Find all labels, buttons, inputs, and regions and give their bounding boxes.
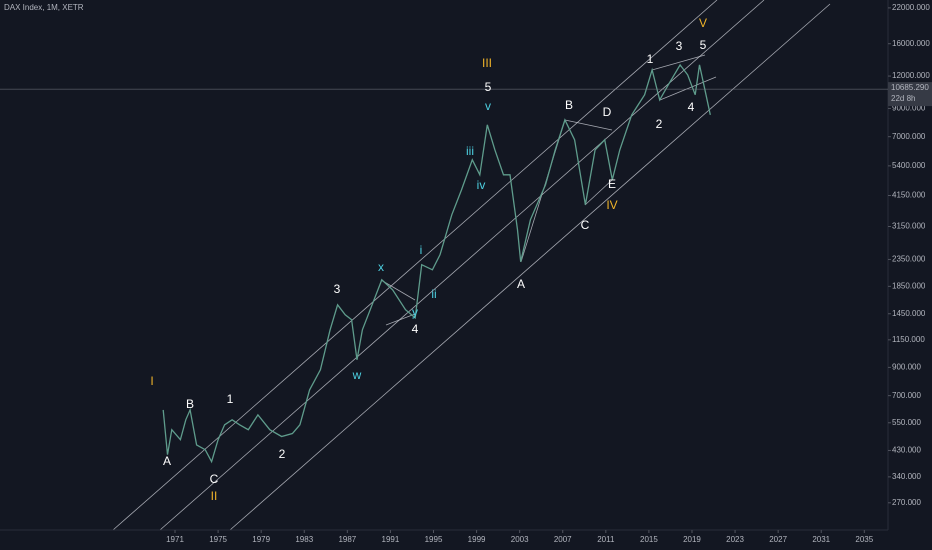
y-tick-label: 9000.000: [892, 104, 926, 113]
x-tick-label: 1975: [209, 535, 227, 544]
y-tick-label: 4150.000: [892, 191, 926, 200]
wave-label: I: [150, 374, 153, 388]
wave-label: 3: [334, 282, 341, 296]
pattern-line: [564, 119, 613, 131]
countdown-label: 22d 8h: [891, 94, 915, 103]
wave-label: v: [485, 99, 491, 113]
wave-label: 4: [688, 100, 695, 114]
wave-label: 2: [656, 117, 663, 131]
wave-label: B: [565, 98, 573, 112]
wave-label: II: [211, 489, 218, 503]
wave-label: IV: [606, 198, 617, 212]
wave-label: i: [420, 243, 423, 257]
wave-label: V: [699, 16, 707, 30]
y-tick-label: 3150.000: [892, 222, 926, 231]
x-tick-label: 2015: [640, 535, 658, 544]
wave-label: 1: [647, 52, 654, 66]
y-tick-label: 900.000: [892, 363, 921, 372]
last-price-label: 10685.290: [891, 83, 929, 92]
wave-label: iii: [466, 144, 474, 158]
y-tick-label: 700.000: [892, 391, 921, 400]
y-tick-label: 550.000: [892, 418, 921, 427]
y-tick-label: 340.000: [892, 472, 921, 481]
wave-label: ii: [431, 287, 436, 301]
wave-label: iv: [477, 178, 486, 192]
x-tick-label: 1983: [295, 535, 313, 544]
x-tick-label: 1991: [382, 535, 400, 544]
x-tick-label: 2007: [554, 535, 572, 544]
wave-label: D: [603, 105, 612, 119]
y-tick-label: 1150.000: [892, 335, 925, 344]
x-tick-label: 1987: [338, 535, 356, 544]
channel-line: [159, 0, 765, 531]
price-badge: [888, 82, 932, 107]
y-tick-label: 16000.000: [892, 39, 930, 48]
wave-label: 1: [227, 392, 234, 406]
y-tick-label: 1450.000: [892, 309, 926, 318]
wave-label: A: [163, 454, 171, 468]
y-tick-label: 22000.000: [892, 3, 930, 12]
pattern-line: [659, 76, 717, 101]
x-tick-label: 1995: [425, 535, 443, 544]
y-tick-label: 7000.000: [892, 132, 926, 141]
x-tick-label: 1999: [468, 535, 486, 544]
x-tick-label: 2031: [812, 535, 830, 544]
wave-label: C: [581, 218, 590, 232]
y-tick-label: 430.000: [892, 446, 921, 455]
wave-label: 2: [279, 447, 286, 461]
channel-line: [229, 3, 831, 531]
x-tick-label: 2011: [597, 535, 615, 544]
y-tick-label: 270.000: [892, 498, 921, 507]
y-tick-label: 5400.000: [892, 161, 926, 170]
price-line: [162, 63, 711, 464]
wave-label: x: [378, 260, 384, 274]
chart-title: DAX Index, 1M, XETR: [4, 3, 84, 12]
y-tick-label: 2350.000: [892, 255, 926, 264]
pattern-line: [385, 313, 416, 326]
x-tick-label: 1971: [166, 535, 184, 544]
x-tick-label: 1979: [252, 535, 270, 544]
x-tick-label: 2023: [726, 535, 744, 544]
channel-line: [112, 0, 718, 531]
wave-label: B: [186, 397, 194, 411]
pattern-line: [584, 179, 613, 206]
wave-label: y: [412, 305, 418, 319]
wave-label: C: [210, 472, 219, 486]
pattern-line: [380, 279, 416, 301]
wave-label: 5: [700, 38, 707, 52]
pattern-line: [651, 54, 706, 71]
wave-label: 5: [485, 80, 492, 94]
wave-label: 4: [412, 322, 419, 336]
wave-label: 3: [676, 39, 683, 53]
x-tick-label: 2027: [769, 535, 787, 544]
y-tick-label: 1850.000: [892, 281, 926, 290]
y-tick-label: 12000.000: [892, 71, 930, 80]
wave-label: A: [517, 277, 525, 291]
x-tick-label: 2035: [855, 535, 873, 544]
x-tick-label: 2003: [511, 535, 529, 544]
wave-label: w: [352, 368, 362, 382]
x-tick-label: 2019: [683, 535, 701, 544]
wave-label: III: [482, 56, 492, 70]
wave-label: E: [608, 177, 616, 191]
